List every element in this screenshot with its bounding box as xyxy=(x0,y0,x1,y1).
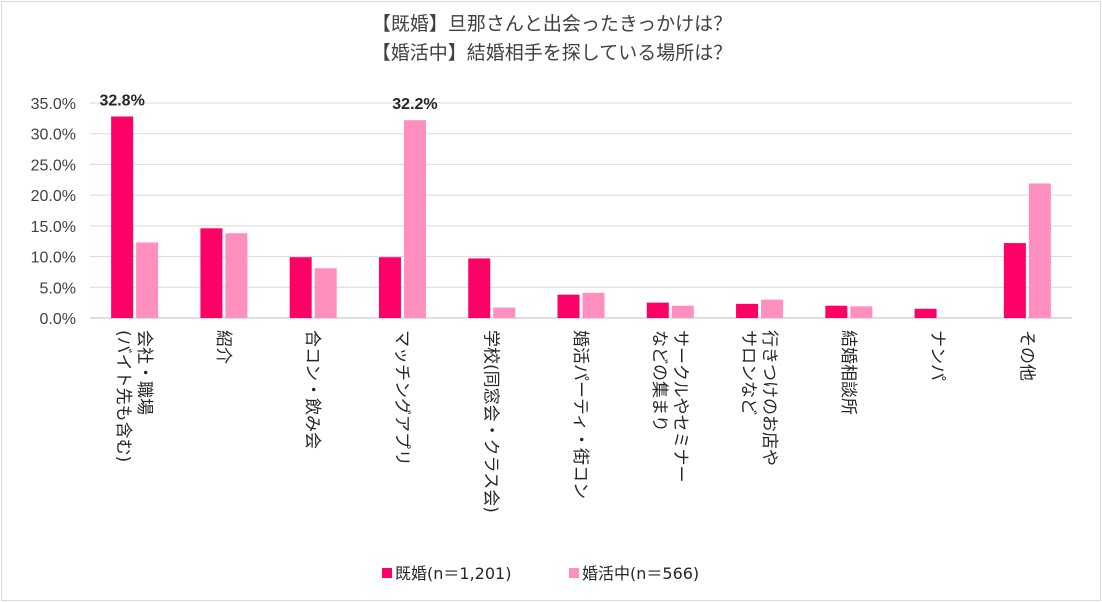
x-axis: 会社・職場(バイト先も含む) 紹介 合コン・飲み会 マッチングアプリ 学校(同窓会・クラ… xyxy=(113,330,1036,513)
bar-series-1 xyxy=(136,242,159,318)
bar-series-0 xyxy=(914,308,937,318)
bar-series-0 xyxy=(646,302,669,318)
y-tick-label: 35.0% xyxy=(31,96,76,113)
bar-series-0 xyxy=(289,257,312,318)
y-tick-label: 0.0% xyxy=(40,311,76,328)
bar-series-1 xyxy=(403,120,426,318)
bar-series-1 xyxy=(314,268,337,318)
category-label: 行きつけのお店や xyxy=(759,330,779,466)
chart-title-line-1: 【既婚】旦那さんと出会ったきっかけは？ xyxy=(372,13,732,35)
category-label: ナンパ xyxy=(927,330,947,381)
bar-series-0 xyxy=(1003,243,1026,318)
category-label: 紹介 xyxy=(213,330,233,364)
legend-swatch xyxy=(382,568,392,578)
legend-label: 婚活中(n＝566) xyxy=(582,564,699,583)
category-label: 会社・職場 xyxy=(134,330,154,415)
bar-series-0 xyxy=(468,258,491,318)
bar-series-1 xyxy=(582,292,605,318)
y-tick-label: 20.0% xyxy=(31,188,76,205)
category-label: 合コン・飲み会 xyxy=(302,330,322,449)
bar-series-0 xyxy=(825,305,848,318)
data-label: 32.8% xyxy=(99,93,144,110)
bar-series-0 xyxy=(200,228,223,318)
category-label: などの集まり xyxy=(649,330,669,432)
bar-series-0 xyxy=(557,294,580,318)
category-label: その他 xyxy=(1016,330,1036,381)
legend-swatch xyxy=(569,568,579,578)
category-label: 結婚相談所 xyxy=(838,330,858,415)
bar-series-1 xyxy=(493,307,516,318)
data-label: 32.2% xyxy=(392,96,437,113)
bar-series-1 xyxy=(761,299,784,318)
bar-series-0 xyxy=(111,116,134,318)
bar-series-1 xyxy=(225,233,248,318)
category-label: サロンなど xyxy=(738,330,758,415)
y-axis: 0.0% 5.0% 10.0% 15.0% 20.0% 25.0% 30.0% 35.0% xyxy=(31,96,76,328)
y-tick-label: 25.0% xyxy=(31,157,76,174)
category-label: 婚活パーティ・街コン xyxy=(570,330,590,499)
legend-label: 既婚(n＝1,201) xyxy=(395,564,511,583)
data-labels: 32.8% 32.2% xyxy=(99,93,437,114)
bar-series-0 xyxy=(378,257,401,318)
bar-series-1 xyxy=(671,305,694,318)
gridlines xyxy=(90,102,1072,319)
category-label: 学校(同窓会・クラス会) xyxy=(481,330,501,513)
category-label: サークルやセミナー xyxy=(670,330,690,483)
bars xyxy=(111,116,1051,318)
chart-title: 【既婚】旦那さんと出会ったきっかけは？ 【婚活中】結婚相手を探している場所は？ xyxy=(372,13,732,64)
y-tick-label: 5.0% xyxy=(40,280,76,297)
category-label: マッチングアプリ xyxy=(391,330,411,466)
chart-title-line-2: 【婚活中】結婚相手を探している場所は？ xyxy=(372,42,732,64)
y-tick-label: 15.0% xyxy=(31,219,76,236)
bar-series-1 xyxy=(850,306,873,318)
y-tick-label: 30.0% xyxy=(31,127,76,144)
legend: 既婚(n＝1,201) 婚活中(n＝566) xyxy=(382,564,699,583)
y-tick-label: 10.0% xyxy=(31,250,76,267)
category-label: (バイト先も含む) xyxy=(113,330,133,462)
bar-series-1 xyxy=(1028,183,1051,318)
bar-series-0 xyxy=(736,303,759,318)
